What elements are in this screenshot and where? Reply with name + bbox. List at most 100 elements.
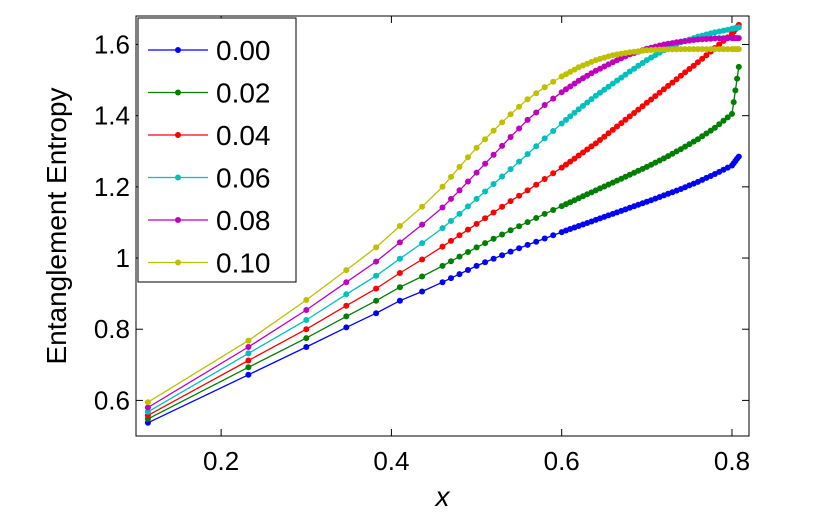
data-point (524, 219, 531, 226)
data-point (639, 103, 646, 110)
data-point (524, 116, 531, 123)
data-point (563, 161, 569, 168)
data-point (716, 35, 723, 42)
data-point (686, 46, 693, 53)
data-point (499, 252, 506, 259)
data-point (558, 89, 565, 96)
data-point (735, 153, 742, 160)
data-point (482, 240, 489, 247)
data-point (724, 46, 731, 53)
data-point (622, 116, 629, 123)
data-point (245, 364, 252, 371)
data-point (303, 326, 310, 333)
data-point (499, 231, 506, 238)
legend-label: 0.04 (216, 120, 271, 151)
data-point (730, 99, 737, 106)
data-point (635, 62, 642, 69)
legend-label: 0.00 (216, 35, 271, 66)
x-tick-label: 0.8 (714, 446, 750, 476)
y-tick-label: 1 (116, 243, 130, 273)
data-point (482, 188, 489, 195)
data-point (699, 55, 706, 62)
data-point (690, 62, 697, 69)
data-point (343, 324, 350, 331)
data-point (507, 248, 514, 255)
data-point (703, 46, 710, 53)
data-point (550, 207, 557, 213)
data-point (567, 113, 574, 120)
legend-item: 0.06 (148, 163, 271, 194)
legend-label: 0.06 (216, 163, 271, 194)
data-point (499, 142, 506, 149)
data-point (550, 170, 557, 177)
legend-swatch-marker (175, 132, 181, 138)
data-point (448, 258, 454, 265)
data-point (303, 335, 310, 342)
data-point (626, 113, 633, 120)
data-point (448, 275, 454, 282)
data-point (490, 127, 497, 134)
data-point (618, 120, 625, 127)
data-point (499, 119, 506, 126)
data-point (516, 103, 523, 110)
data-point (639, 60, 646, 66)
data-point (373, 310, 380, 317)
data-point (439, 225, 446, 232)
y-tick-label: 0.6 (94, 385, 130, 415)
legend-label: 0.02 (216, 78, 271, 109)
data-point (373, 285, 380, 292)
data-point (588, 96, 595, 103)
data-point (735, 35, 742, 42)
legend-item: 0.10 (148, 248, 271, 279)
data-point (558, 164, 565, 171)
data-point (473, 262, 480, 269)
y-tick-label: 0.8 (94, 314, 130, 344)
data-point (601, 133, 608, 140)
data-point (482, 259, 489, 266)
data-point (396, 223, 403, 229)
data-point (571, 155, 578, 162)
data-point (735, 46, 742, 53)
data-point (499, 173, 506, 180)
data-point (656, 89, 663, 96)
series-0.00 (144, 153, 742, 426)
data-point (716, 121, 723, 128)
data-point (439, 183, 446, 190)
data-point (703, 130, 710, 137)
legend-swatch-marker (175, 259, 181, 266)
data-point (720, 35, 727, 42)
data-point (609, 80, 616, 87)
data-point (732, 87, 739, 94)
data-point (711, 46, 718, 53)
data-point (439, 204, 446, 211)
data-point (396, 270, 403, 276)
data-point (541, 102, 548, 108)
data-point (473, 244, 480, 251)
data-point (396, 239, 403, 246)
data-point (533, 215, 540, 221)
data-point (456, 253, 463, 260)
legend-swatch-marker (175, 89, 181, 96)
data-point (473, 169, 480, 176)
legend-swatch-marker (175, 47, 181, 53)
data-point (439, 243, 446, 250)
data-point (533, 181, 540, 188)
data-point (592, 92, 599, 99)
data-point (396, 255, 403, 262)
data-point (682, 46, 689, 53)
data-point (588, 143, 595, 150)
data-point (584, 99, 591, 106)
data-point (245, 344, 252, 350)
legend-item: 0.00 (148, 35, 271, 66)
data-point (703, 36, 710, 42)
data-point (541, 135, 548, 142)
data-point (499, 203, 506, 210)
data-point (592, 140, 599, 147)
legend-item: 0.02 (148, 78, 271, 109)
data-point (373, 258, 380, 265)
data-point (571, 109, 578, 116)
x-axis-title: x (434, 481, 451, 512)
data-point (580, 102, 586, 109)
data-point (669, 79, 676, 86)
